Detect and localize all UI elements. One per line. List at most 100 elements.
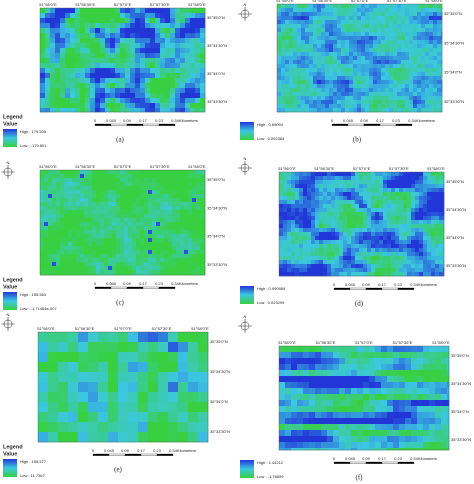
raster-cell [184, 182, 189, 187]
raster-cell [349, 104, 354, 109]
raster-cell [198, 382, 209, 393]
raster-cell [125, 58, 131, 64]
raster-cell [357, 84, 362, 89]
raster-cell [55, 98, 61, 104]
raster-cell [104, 250, 109, 255]
raster-cell [283, 232, 288, 237]
raster-cell [80, 33, 86, 39]
raster-cell [120, 13, 126, 19]
raster-cell [148, 250, 153, 255]
raster-cell [301, 4, 306, 9]
raster-cell [385, 56, 390, 61]
raster-cell [303, 382, 310, 389]
raster-cell [96, 246, 101, 251]
raster-cell [120, 266, 125, 271]
raster-cell [285, 48, 290, 53]
raster-cell [325, 8, 330, 13]
raster-cell [441, 400, 448, 407]
raster-cell [357, 430, 364, 437]
raster-cell [415, 192, 420, 197]
raster-cell [155, 63, 161, 69]
raster-cell [285, 8, 290, 13]
raster-cell [160, 270, 165, 275]
raster-cell [100, 254, 105, 259]
raster-cell [293, 84, 298, 89]
raster-cell [293, 60, 298, 65]
raster-cell [176, 170, 181, 175]
raster-cell [297, 72, 302, 77]
raster-cell [417, 364, 424, 371]
raster-cell [38, 382, 49, 393]
raster-cell [96, 262, 101, 267]
raster-cell [100, 58, 106, 64]
raster-cell [116, 202, 121, 207]
raster-cell [309, 104, 314, 109]
raster-cell [405, 388, 412, 395]
raster-cell [417, 100, 422, 105]
raster-cell [299, 200, 304, 205]
raster-cell [365, 80, 370, 85]
raster-cell [369, 424, 376, 431]
raster-cell [160, 53, 166, 59]
raster-cell [170, 18, 176, 24]
raster-cell [136, 210, 141, 215]
raster-cell [349, 16, 354, 21]
raster-cell [48, 412, 59, 423]
raster-cell [385, 8, 390, 13]
raster-cell [64, 258, 69, 263]
raster-cell [353, 44, 358, 49]
raster-cell [365, 48, 370, 53]
raster-cell [341, 92, 346, 97]
raster-cell [329, 12, 334, 17]
raster-cell [423, 208, 428, 213]
raster-cell [303, 236, 308, 241]
raster-cell [399, 188, 404, 193]
raster-cell [447, 352, 450, 359]
raster-cell [383, 180, 388, 185]
raster-cell [88, 238, 93, 243]
raster-cell [279, 376, 286, 383]
map-panel: 51°56'0"E 51°56'30"E 51°57'0"E 51°57'30"E 51… [238, 156, 466, 308]
raster-cell [315, 208, 320, 213]
raster-cell [341, 12, 346, 17]
raster-cell [289, 64, 294, 69]
raster-cell [196, 182, 201, 187]
raster-cell [175, 38, 181, 44]
raster-cell [188, 422, 199, 433]
raster-cell [413, 32, 418, 37]
raster-cell [411, 346, 418, 353]
raster-cell [287, 244, 292, 249]
raster-cell [124, 174, 129, 179]
raster-cell [359, 252, 364, 257]
raster-cell [321, 412, 328, 419]
raster-cell [112, 214, 117, 219]
raster-cell [355, 224, 360, 229]
raster-cell [40, 28, 46, 34]
raster-cell [60, 13, 66, 19]
raster-cell [365, 64, 370, 69]
raster-cell [411, 358, 418, 365]
scale-label: 0.09 [123, 281, 132, 286]
raster-cell [64, 274, 69, 276]
raster-cell [125, 108, 131, 113]
raster-cell [299, 204, 304, 209]
raster-cell [425, 44, 430, 49]
raster-cell [435, 382, 442, 389]
raster-cell [196, 194, 201, 199]
raster-cell [399, 212, 404, 217]
raster-cell [387, 200, 392, 205]
raster-cell [421, 88, 426, 93]
raster-cell [413, 92, 418, 97]
raster-cell [136, 266, 141, 271]
raster-cell [307, 172, 312, 177]
raster-cell [313, 36, 318, 41]
raster-cell [429, 36, 434, 41]
raster-cell [335, 244, 340, 249]
raster-cell [128, 234, 133, 239]
raster-cell [116, 182, 121, 187]
raster-cell [381, 448, 388, 451]
raster-cell [397, 92, 402, 97]
raster-cell [297, 96, 302, 101]
raster-cell [443, 260, 445, 265]
raster-cell [279, 220, 284, 225]
